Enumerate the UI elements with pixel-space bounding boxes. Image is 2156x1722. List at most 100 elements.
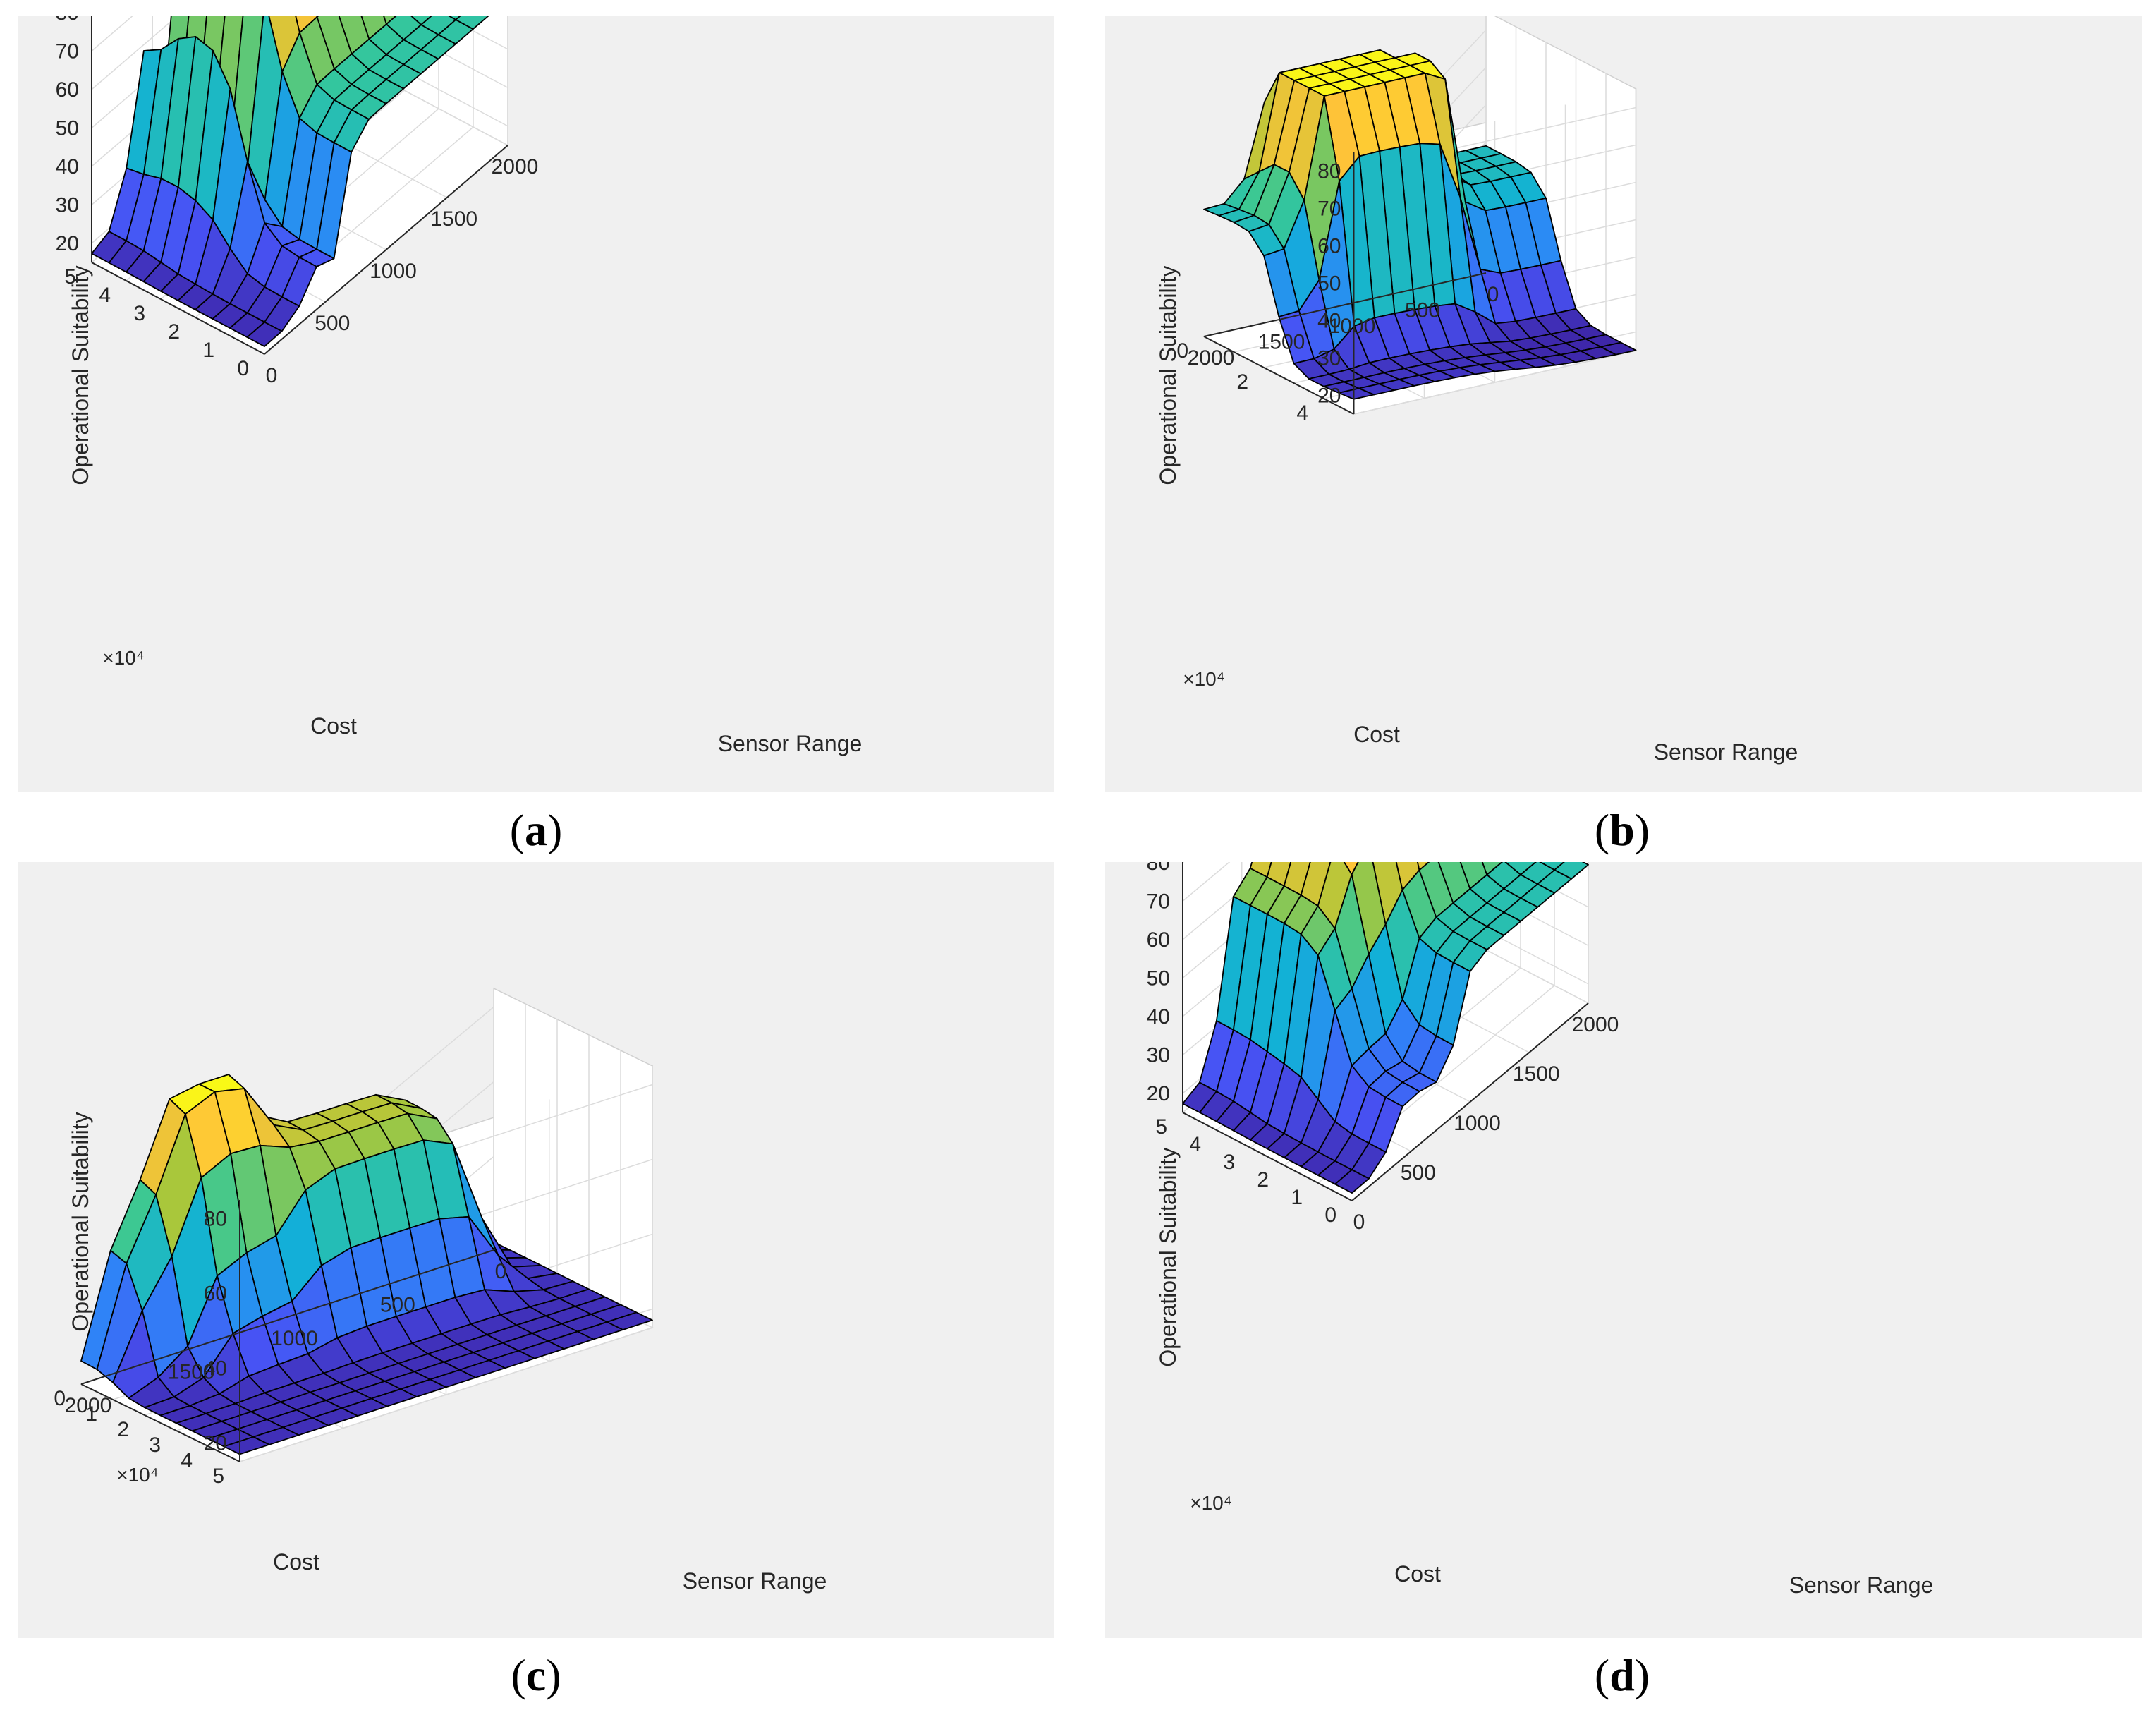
chart-b-surface (1203, 49, 1637, 400)
chart-d-cost-tick: 4 (1189, 1133, 1201, 1156)
chart-c-z-tick: 20 (204, 1432, 227, 1455)
chart-c-gridline (239, 1327, 653, 1462)
chart-a-z-tick: 40 (56, 155, 79, 178)
chart-b-exponent: ×10⁴ (1183, 668, 1225, 690)
chart-a-surface-patch (410, 16, 433, 26)
chart-d-range-tick: 1500 (1513, 1062, 1560, 1086)
chart-a-ylabel: Cost (310, 713, 357, 739)
chart-c-xlabel: Sensor Range (683, 1568, 827, 1594)
chart-d-z-tick: 60 (1147, 928, 1170, 952)
chart-b-range-tick: 2000 (1188, 346, 1235, 370)
chart-d-gridline (1182, 862, 1231, 902)
chart-c-z-tick: 80 (204, 1208, 227, 1231)
chart-c-axes (80, 1200, 494, 1462)
chart-d-z-tick: 80 (1147, 862, 1170, 875)
chart-c-ylabel: Cost (273, 1549, 319, 1575)
chart-c-range-tick: 500 (380, 1294, 415, 1317)
chart-d-gridline (1182, 862, 1277, 940)
chart-d-ylabel: Cost (1394, 1561, 1441, 1587)
chart-d-surface-patch (1334, 1169, 1370, 1194)
chart-d-cost-tick: 3 (1223, 1151, 1235, 1174)
chart-c-cost-axis (80, 1383, 240, 1462)
chart-d-z-tick: 30 (1147, 1043, 1170, 1067)
panel-d: 20 30 40 50 60 70 80 0 1 2 3 4 5 0 500 1000 1500 2000 Ope… (1105, 862, 2142, 1638)
chart-b: 20 30 40 50 60 70 80 0 2 4 2000 1500 1000 500 0 Operat… (1155, 16, 1798, 765)
chart-a-cost-tick: 4 (99, 284, 111, 307)
chart-b-zlabel: Operational Suitability (1155, 265, 1181, 485)
chart-d-xlabel: Sensor Range (1789, 1572, 1934, 1598)
chart-b-gridline (1353, 350, 1636, 415)
chart-d-zlabel: Operational Suitability (1155, 1147, 1181, 1366)
chart-d-surface (1182, 862, 1589, 1194)
chart-a-range-tick: 2000 (492, 155, 539, 178)
chart-b-z-tick: 30 (1317, 347, 1341, 370)
chart-b-range-tick: 1500 (1258, 331, 1305, 354)
chart-a-gridline (91, 16, 179, 90)
chart-a-gridline (91, 16, 134, 51)
chart-d-surface-patch (1343, 862, 1359, 875)
chart-d-cost-axis (1182, 1112, 1353, 1201)
chart-b-z-tick: 20 (1317, 384, 1341, 408)
chart-d-cost-tick: 2 (1257, 1168, 1269, 1192)
chart-d-z-tick: 20 (1147, 1082, 1170, 1105)
chart-a-cost-tick: 1 (202, 339, 214, 362)
chart-b-range-tick: 0 (1487, 283, 1499, 306)
chart-d-range-tick: 0 (1353, 1211, 1365, 1234)
chart-c-cost-tick: 2 (117, 1418, 129, 1441)
chart-a-z-tick: 30 (56, 193, 79, 217)
chart-b-z-tick: 70 (1317, 198, 1341, 221)
chart-c-z-tick: 40 (204, 1357, 227, 1381)
chart-b-xlabel: Sensor Range (1654, 739, 1798, 765)
chart-c-cost-tick: 4 (181, 1449, 193, 1472)
chart-b-cost-axis (1203, 336, 1354, 415)
chart-d-range-tick: 1000 (1454, 1112, 1501, 1135)
chart-c-zlabel: Operational Suitability (68, 1112, 93, 1331)
chart-a-z-tick: 20 (56, 232, 79, 255)
chart-a-zlabel: Operational Suitability (68, 265, 93, 485)
chart-b-cost-tick: 2 (1236, 370, 1248, 394)
chart-b-z-tick: 60 (1317, 235, 1341, 258)
chart-b-z-tick: 50 (1317, 272, 1341, 296)
chart-a-gridline (443, 16, 508, 50)
chart-a-z-tick: 50 (56, 116, 79, 140)
panel-b: 20 30 40 50 60 70 80 0 2 4 2000 1500 1000 500 0 Operat… (1105, 16, 2142, 792)
chart-c-exponent: ×10⁴ (116, 1464, 159, 1486)
chart-a-cost-tick: 0 (237, 357, 249, 380)
chart-a-surface-patch (246, 321, 283, 348)
chart-c-range-axis (80, 1249, 494, 1385)
chart-b-axes (1203, 152, 1487, 415)
caption-b: (b) (1594, 805, 1650, 855)
chart-c-cost-tick: 0 (54, 1387, 66, 1410)
chart-a-z-tick: 80 (56, 16, 79, 25)
chart-d-z-tick: 40 (1147, 1005, 1170, 1029)
chart-b-z-tick: 80 (1317, 160, 1341, 183)
chart-b-range-axis (1203, 272, 1487, 337)
chart-b-range-tick: 1000 (1329, 315, 1376, 338)
chart-a-range-tick: 500 (315, 312, 350, 335)
chart-b-range-tick: 500 (1405, 299, 1440, 322)
chart-c-range-tick: 1500 (168, 1361, 215, 1384)
chart-d-exponent: ×10⁴ (1190, 1492, 1232, 1514)
chart-a-cost-axis (91, 262, 265, 355)
chart-a-range-tick: 1500 (430, 207, 477, 231)
chart-a-z-tick: 70 (56, 40, 79, 63)
chart-d-cost-tick: 0 (1324, 1203, 1336, 1227)
chart-a-cost-tick: 5 (64, 265, 76, 289)
chart-a-axes (91, 16, 508, 355)
chart-c-range-tick: 2000 (65, 1394, 112, 1417)
caption-d: (d) (1594, 1650, 1650, 1700)
chart-a-surface (91, 16, 490, 348)
chart-a-cost-tick: 3 (133, 302, 145, 325)
chart-d-z-tick: 70 (1147, 890, 1170, 913)
chart-c-range-tick: 0 (495, 1260, 507, 1283)
chart-b-cost-tick: 4 (1296, 401, 1308, 425)
chart-b-ticks: 20 30 40 50 60 70 80 0 2 4 2000 1500 1000 500 0 (1176, 160, 1499, 425)
chart-d-range-axis (1351, 1002, 1589, 1201)
